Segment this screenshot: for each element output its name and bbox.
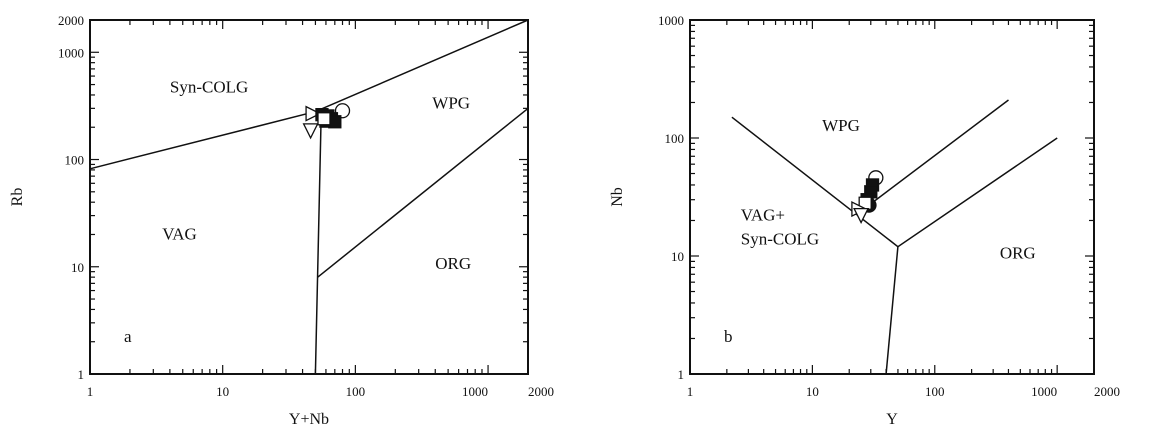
chart-b-x-tick-label: 100 <box>925 384 945 399</box>
chart-a-y-tick-label: 100 <box>65 153 85 168</box>
chart-b-x-tick-label: 2000 <box>1094 384 1120 399</box>
chart-a-data-point <box>334 103 351 119</box>
chart-a: 1 10 100 1000 2000 1 10 100 1000 2000 Y+Nb Rb Syn-CO… <box>9 13 554 428</box>
chart-a-y-axis-title: Rb <box>9 188 26 207</box>
chart-b-field-label: ORG <box>1000 244 1036 263</box>
chart-b-y-tick-label: 10 <box>671 249 684 264</box>
chart-a-boundary-line <box>317 107 529 278</box>
chart-a-y-tick-label: 1 <box>78 367 85 382</box>
chart-b-field-label: Syn-COLG <box>741 230 819 249</box>
chart-b-plot-frame <box>689 19 1095 375</box>
chart-b-x-axis-title: Y <box>886 411 898 428</box>
chart-b-field-label: WPG <box>822 116 860 135</box>
chart-a-panel-letter: a <box>124 327 132 346</box>
chart-a-field-label: ORG <box>435 254 471 273</box>
chart-b-field-label: VAG+ <box>741 205 785 224</box>
chart-a-field-label: VAG <box>162 224 197 243</box>
chart-a-field-label: Syn-COLG <box>170 78 248 97</box>
chart-a-x-axis-title: Y+Nb <box>289 411 329 428</box>
chart-b-y-tick-label: 1000 <box>658 13 684 28</box>
chart-b-x-tick-label: 1000 <box>1031 384 1057 399</box>
chart-a-boundary-line <box>314 111 322 375</box>
chart-a-x-tick-label: 2000 <box>528 384 554 399</box>
chart-a-x-tick-label: 1000 <box>462 384 488 399</box>
chart-b-panel-letter: b <box>724 327 733 346</box>
chart-b: 1 10 100 1000 2000 1 10 100 1000 Y Nb WPG VAG+ Syn-CO… <box>609 13 1120 428</box>
chart-a-x-tick-label: 10 <box>216 384 229 399</box>
chart-a-y-tick-label: 2000 <box>58 13 84 28</box>
chart-a-field-label: WPG <box>432 93 470 112</box>
chart-a-data-point <box>317 112 331 126</box>
chart-a-plot-frame <box>89 19 529 375</box>
chart-b-data-point <box>853 207 870 225</box>
chart-a-x-tick-label: 1 <box>87 384 94 399</box>
chart-b-axis-ticks <box>689 19 1095 375</box>
chart-a-data-point <box>305 105 322 122</box>
chart-b-y-tick-label: 100 <box>665 131 685 146</box>
chart-a-y-tick-label: 1000 <box>58 45 84 60</box>
chart-b-x-tick-label: 1 <box>687 384 694 399</box>
chart-a-y-tick-label: 10 <box>71 260 84 275</box>
chart-a-data-point <box>302 123 319 140</box>
chart-b-y-axis-title: Nb <box>609 187 626 207</box>
chart-a-x-tick-label: 100 <box>346 384 366 399</box>
chart-b-boundary-line <box>885 246 899 375</box>
chart-a-axis-ticks <box>89 19 529 375</box>
chart-b-boundary-line <box>731 116 1058 248</box>
chart-b-y-tick-label: 1 <box>678 367 685 382</box>
chart-b-boundary-line <box>860 99 1009 212</box>
chart-b-x-tick-label: 10 <box>806 384 819 399</box>
